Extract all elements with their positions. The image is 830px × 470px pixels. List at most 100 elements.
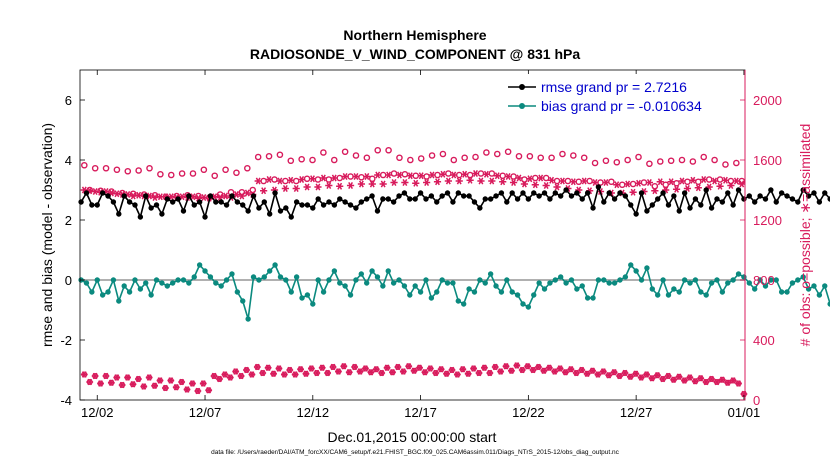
y-left-tick-label: -4 [60, 393, 72, 408]
rmse-point [450, 199, 456, 205]
possible-obs-marker [124, 167, 132, 175]
rmse-point [633, 211, 639, 217]
bias-point [638, 277, 645, 283]
rmse-point [299, 202, 305, 208]
assimilated-obs-marker [412, 179, 420, 187]
bias-point [520, 301, 526, 307]
rmse-point [132, 202, 138, 208]
rmse-point [186, 193, 192, 199]
assimilated-obs-lower-marker [459, 365, 467, 373]
rmse-point [137, 214, 144, 220]
bias-point [283, 277, 289, 283]
assimilated-obs-lower-marker [270, 370, 277, 378]
assimilated-obs-lower-marker [335, 368, 342, 375]
bias-point [143, 280, 149, 286]
assimilated-obs-marker [499, 178, 507, 186]
rmse-point [805, 193, 812, 199]
bias-point [304, 292, 311, 298]
rmse-point [638, 190, 645, 196]
bias-point [601, 277, 607, 283]
rmse-point [434, 199, 440, 205]
assimilated-obs-marker [613, 181, 621, 189]
assimilated-obs-lower-marker [280, 371, 288, 378]
x-tick-label: 12/22 [512, 405, 545, 420]
rmse-point [202, 214, 208, 220]
bias-point [261, 274, 268, 280]
rmse-point [471, 199, 478, 205]
bias-point [703, 292, 709, 298]
bias-point [622, 274, 629, 280]
bias-point [752, 286, 758, 292]
assimilated-obs-marker [716, 182, 724, 190]
assimilated-obs-marker [531, 181, 539, 189]
possible-obs-marker [200, 166, 208, 174]
bias-point [186, 280, 192, 286]
rmse-point [347, 202, 354, 208]
assimilated-obs-lower-marker [675, 373, 683, 381]
bias-point [293, 274, 300, 280]
assimilated-obs-lower-marker [513, 362, 521, 369]
assimilated-obs-marker [591, 179, 599, 186]
assimilated-obs-lower-marker [97, 380, 104, 387]
y-right-tick-label: 0 [753, 393, 760, 408]
bias-point [784, 289, 790, 295]
bias-point [94, 277, 100, 283]
bias-point [708, 280, 715, 286]
rmse-point [741, 196, 747, 202]
assimilated-obs-marker [276, 177, 284, 185]
legend-rmse-text: rmse grand pr = 2.7216 [541, 79, 687, 95]
assimilated-obs-lower-marker [329, 363, 337, 371]
rmse-point [504, 199, 510, 205]
bias-point [439, 277, 445, 283]
assimilated-obs-marker [303, 183, 311, 191]
assimilated-obs-lower-marker [410, 367, 418, 375]
assimilated-obs-marker [520, 180, 529, 188]
possible-obs-marker [673, 179, 680, 187]
y-left-tick-label: 0 [65, 273, 72, 288]
assimilated-obs-marker [336, 182, 344, 190]
rmse-point [601, 199, 607, 205]
rmse-point [374, 208, 381, 214]
data-file-footnote: data file: /Users/raeder/DAI/ATM_forcXX/… [211, 449, 619, 456]
assimilated-obs-lower-marker [253, 363, 261, 371]
assimilated-obs-lower-marker [216, 375, 223, 383]
possible-obs-marker [548, 154, 555, 162]
assimilated-obs-lower-marker [475, 369, 483, 377]
legend-rmse-marker [519, 84, 525, 90]
assimilated-obs-lower-marker [626, 373, 634, 381]
bias-point [137, 286, 144, 292]
rmse-point [541, 190, 548, 196]
possible-obs-marker [102, 164, 110, 172]
assimilated-obs-marker [406, 172, 414, 180]
rmse-point [234, 199, 241, 205]
bias-point [471, 289, 478, 295]
possible-obs-marker [591, 159, 599, 167]
rmse-point [482, 196, 488, 202]
assimilated-obs-lower-marker [383, 364, 391, 372]
rmse-point [719, 199, 726, 205]
rmse-point [423, 196, 429, 202]
bias-point [288, 289, 294, 295]
assimilated-obs-lower-marker [578, 366, 586, 374]
bias-point [250, 274, 257, 280]
rmse-point [579, 196, 585, 202]
rmse-point [752, 199, 758, 205]
assimilated-obs-marker [624, 180, 632, 188]
assimilated-obs-lower-marker [567, 365, 575, 373]
assimilated-obs-marker [265, 176, 273, 183]
bias-point [110, 277, 117, 283]
assimilated-obs-lower-marker [307, 365, 315, 372]
assimilated-obs-lower-marker [221, 371, 229, 378]
assimilated-obs-lower-marker [416, 364, 423, 372]
bias-point [213, 280, 219, 286]
assimilated-obs-lower-marker [535, 363, 542, 371]
bias-point [175, 277, 181, 283]
bias-point [493, 283, 499, 289]
possible-obs-marker [390, 170, 398, 177]
legend: rmse grand pr = 2.7216 bias grand pr = -… [502, 74, 740, 118]
assimilated-obs-lower-marker [470, 365, 477, 372]
possible-obs-marker [325, 176, 333, 183]
assimilated-obs-lower-marker [540, 367, 548, 375]
tick-layer: 12/02 12/07 12/12 12/17 12/22 12/27 01/01 -4 -2 0… [60, 70, 782, 420]
x-axis-label: Dec.01,2015 00:00:00 start [328, 429, 497, 445]
